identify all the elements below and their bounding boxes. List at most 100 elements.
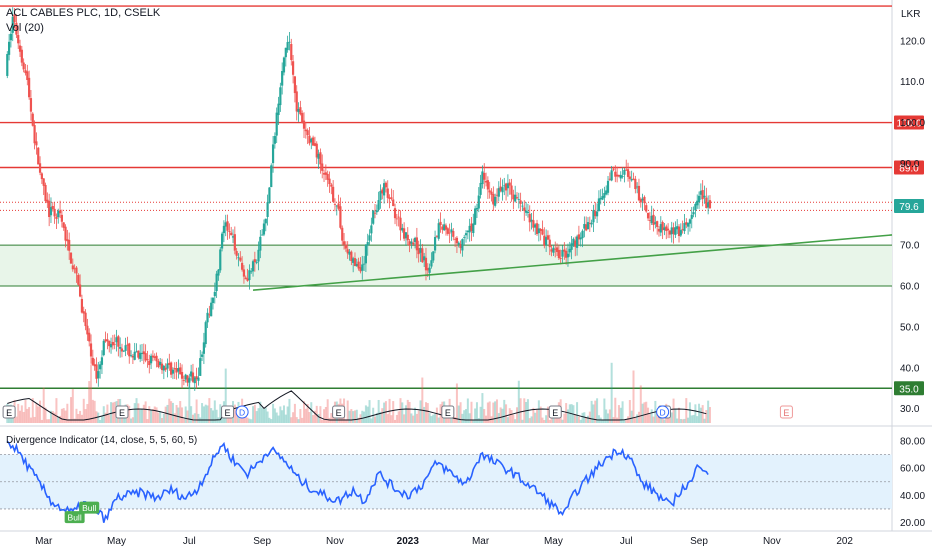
volume-bar (264, 407, 267, 423)
candle-body (703, 195, 706, 198)
candle-body (330, 184, 333, 187)
volume-bar (250, 419, 253, 423)
volume-bar (503, 399, 506, 423)
volume-bar (499, 407, 502, 423)
oscillator-title: Divergence Indicator (14, close, 5, 5, 6… (6, 435, 197, 446)
volume-bar (303, 401, 306, 423)
volume-bar (120, 416, 123, 423)
candle-body (474, 208, 477, 225)
candle-body (687, 222, 690, 227)
candle-body (708, 200, 712, 209)
candle-body (630, 179, 633, 181)
candle-body (390, 197, 393, 199)
price-tick-label: 30.0 (900, 404, 920, 415)
candle-body (408, 241, 411, 246)
candle-body (348, 251, 351, 255)
candle-body (614, 171, 617, 177)
candle-body (144, 353, 147, 361)
volume-bar (366, 406, 369, 423)
volume-bar (579, 419, 582, 423)
volume-bar (64, 410, 67, 423)
candle-body (565, 250, 568, 258)
candle-body (595, 211, 599, 217)
candle-body (29, 98, 33, 112)
volume-bar (408, 401, 411, 423)
earnings-label: E (445, 408, 451, 418)
volume-bar (632, 370, 635, 423)
candle-body (271, 144, 275, 164)
volume-bar (122, 417, 125, 423)
volume-bar (708, 407, 711, 423)
volume-bar (395, 414, 398, 423)
volume-bar (179, 401, 182, 423)
candle-body (393, 208, 397, 219)
earnings-label: E (6, 408, 12, 418)
candle-body (159, 361, 162, 366)
candle-body (419, 247, 422, 253)
candle-body (574, 240, 577, 247)
bull-divergence-label: Bull (64, 511, 85, 524)
candle-body (128, 343, 131, 357)
volume-bar (181, 407, 184, 423)
time-tick-label: 2023 (397, 536, 420, 547)
volume-bar (290, 417, 293, 423)
candle-body (383, 183, 386, 196)
candle-body (545, 237, 548, 246)
candle-body (417, 248, 420, 255)
candle-body (379, 190, 382, 201)
candle-body (523, 207, 526, 211)
candle-body (177, 368, 180, 372)
candle-body (688, 219, 692, 224)
candle-body (120, 348, 124, 352)
volume-bar (703, 418, 706, 423)
candle-body (137, 350, 140, 358)
candle-body (51, 205, 54, 210)
volume-bar (68, 419, 71, 423)
candle-body (200, 354, 204, 357)
volume-bar (270, 419, 273, 423)
volume-bar (699, 407, 702, 423)
volume-bar (546, 406, 549, 423)
volume-bar (455, 383, 458, 423)
time-tick-label: Jul (183, 536, 196, 547)
candle-body (184, 374, 187, 380)
candle-body (557, 249, 560, 259)
time-tick-label: 202 (836, 536, 853, 547)
volume-bar (534, 412, 537, 423)
candle-body (66, 239, 69, 242)
candle-body (676, 226, 679, 230)
candle-body (539, 228, 542, 231)
level-price-label: 89.0 (899, 164, 919, 175)
candle-body (694, 203, 697, 211)
volume-bar (614, 397, 617, 423)
candle-body (341, 227, 344, 241)
time-tick-label: Mar (35, 536, 53, 547)
candle-body (89, 343, 93, 357)
volume-bar (586, 415, 589, 423)
volume-bar (110, 402, 113, 423)
volume-bar (505, 404, 508, 423)
candle-body (191, 372, 195, 382)
candle-body (626, 169, 630, 177)
candle-body (339, 206, 342, 228)
candle-body (175, 368, 178, 373)
volume-bar (406, 399, 409, 423)
volume-bar (417, 410, 420, 423)
candle-body (312, 137, 315, 146)
volume-bar (106, 404, 109, 423)
candle-body (28, 77, 31, 98)
level-price-tag (894, 160, 924, 175)
candle-body (477, 195, 480, 209)
price-tick-label: 120.0 (900, 36, 925, 47)
volume-bar (277, 415, 280, 423)
volume-bar (128, 405, 131, 423)
candle-body (15, 22, 18, 35)
time-axis: Mar May Jul Sep Nov 2023 Mar May Jul Sep Nov 202 (35, 536, 853, 547)
candle-body (514, 194, 517, 202)
bull-label-box (64, 511, 85, 524)
volume-bar (292, 412, 295, 423)
volume-bar (184, 406, 187, 423)
candle-body (306, 130, 309, 136)
volume-bar (28, 407, 31, 423)
candle-body (95, 364, 98, 379)
